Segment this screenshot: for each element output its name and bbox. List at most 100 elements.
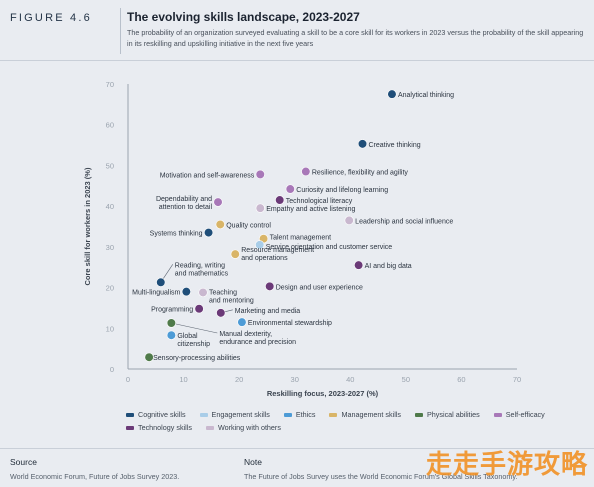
point-label: Environmental stewardship — [248, 320, 332, 327]
point-label: Teaching and mentoring — [209, 289, 254, 304]
figure-label: FIGURE 4.6 — [10, 12, 92, 24]
point-label: Manual dexterity, endurance and precision — [219, 331, 296, 346]
y-tick-label: 50 — [106, 161, 114, 170]
point-5 — [275, 195, 285, 205]
point-19 — [194, 304, 204, 314]
point-label: Resilience, flexibility and agility — [312, 170, 409, 177]
legend-item: Management skills — [329, 410, 401, 419]
point-22 — [166, 318, 176, 328]
x-tick-label: 40 — [346, 375, 354, 384]
top-rule — [0, 60, 594, 61]
point-label: Service orientation and customer service — [266, 244, 393, 251]
point-label: Analytical thinking — [398, 92, 454, 99]
legend-label: Cognitive skills — [138, 410, 186, 419]
legend-swatch — [283, 412, 292, 417]
point-label: Technological literacy — [286, 198, 353, 205]
point-label: Design and user experience — [276, 284, 363, 291]
x-tick-label: 30 — [291, 375, 299, 384]
point-label: Quality control — [226, 222, 271, 229]
point-15 — [156, 277, 166, 287]
legend-label: Working with others — [217, 423, 281, 432]
point-label: Marketing and media — [235, 308, 300, 315]
point-label: Motivation and self-awareness — [160, 172, 255, 179]
legend-label: Ethics — [295, 410, 316, 419]
point-21 — [237, 317, 247, 327]
legend-swatch — [126, 412, 134, 417]
point-label: Talent management — [270, 235, 332, 242]
x-tick-label: 60 — [457, 375, 465, 384]
point-17 — [181, 287, 191, 297]
y-tick-label: 20 — [106, 284, 114, 293]
chart-subtitle: The probability of an organization surve… — [127, 28, 584, 48]
point-label: Global citizenship — [177, 333, 210, 348]
x-axis-label: Reskilling focus, 2023-2027 (%) — [267, 389, 379, 398]
x-tick-label: 20 — [235, 375, 243, 384]
x-tick-label: 50 — [402, 375, 410, 384]
legend-label: Engagement skills — [211, 410, 270, 419]
legend-swatch — [205, 425, 214, 430]
x-tick-label: 70 — [513, 375, 521, 384]
point-6 — [255, 203, 265, 213]
legend-item: Technology skills — [126, 423, 192, 432]
leader-line — [171, 322, 218, 334]
point-label: AI and big data — [365, 263, 412, 270]
marks: Analytical thinking Creative thinking Resi… — [132, 89, 454, 362]
point-18 — [198, 287, 208, 298]
legend: Cognitive skills Engagement skills Ethics M… — [126, 410, 586, 436]
y-tick-label: 60 — [106, 121, 114, 130]
note-text: The Future of Jobs Survey uses the World… — [244, 472, 518, 481]
point-14 — [354, 260, 364, 270]
point-9 — [215, 219, 225, 230]
legend-row-2: Technology skills Working with others — [126, 423, 586, 432]
header-divider — [120, 8, 121, 54]
y-tick-label: 70 — [106, 80, 114, 89]
point-label: Programming — [151, 307, 193, 314]
point-8 — [344, 215, 354, 225]
y-tick-label: 0 — [110, 365, 114, 374]
watermark: 走走手游攻略 — [425, 449, 588, 479]
legend-item: Cognitive skills — [126, 410, 186, 419]
point-label: Reading, writing and mathematics — [175, 262, 229, 277]
point-label: Sensory-processing abilities — [153, 355, 241, 362]
point-3 — [255, 169, 265, 179]
y-tick-label: 40 — [106, 202, 114, 211]
source-heading: Source — [10, 457, 37, 467]
point-label: Resource management and operations — [241, 247, 314, 262]
point-label: Dependability and attention to detail — [156, 196, 212, 211]
point-label: Leadership and social influence — [355, 218, 453, 225]
legend-item: Ethics — [283, 410, 316, 419]
y-axis-label: Core skill for workers in 2023 (%) — [83, 167, 92, 285]
x-tick-label: 10 — [179, 375, 187, 384]
point-20 — [216, 308, 226, 318]
legend-item: Physical abilities — [415, 410, 480, 419]
legend-swatch — [415, 412, 423, 417]
point-1 — [357, 139, 368, 149]
y-tick-label: 10 — [106, 324, 114, 333]
legend-swatch — [199, 412, 208, 417]
legend-swatch — [329, 412, 338, 417]
point-12 — [255, 240, 265, 250]
legend-label: Technology skills — [138, 423, 192, 432]
point-label: Multi-lingualism — [132, 290, 180, 297]
scatter-chart: 0 10 20 30 40 50 60 70 0 10 20 30 40 50 60 70 Reskilling… — [83, 80, 521, 398]
point-label: Creative thinking — [369, 142, 421, 149]
source-text: World Economic Forum, Future of Jobs Sur… — [10, 472, 180, 481]
point-7 — [213, 197, 223, 207]
point-4 — [285, 184, 295, 194]
point-23 — [166, 330, 176, 340]
point-16 — [265, 281, 275, 291]
y-tick-label: 30 — [106, 243, 114, 252]
point-label: Curiosity and lifelong learning — [296, 187, 388, 194]
chart-title: The evolving skills landscape, 2023-2027 — [127, 10, 360, 24]
legend-swatch — [126, 425, 134, 430]
legend-item: Working with others — [205, 423, 281, 432]
point-0 — [387, 89, 397, 99]
legend-item: Engagement skills — [199, 410, 270, 419]
point-13 — [230, 249, 240, 259]
bottom-rule — [0, 448, 594, 449]
axes: 0 10 20 30 40 50 60 70 0 10 20 30 40 50 60 70 Reskilling… — [83, 80, 521, 398]
point-24 — [144, 352, 154, 362]
legend-item: Self-efficacy — [493, 410, 545, 419]
legend-label: Self-efficacy — [505, 410, 545, 419]
point-2 — [301, 166, 311, 177]
